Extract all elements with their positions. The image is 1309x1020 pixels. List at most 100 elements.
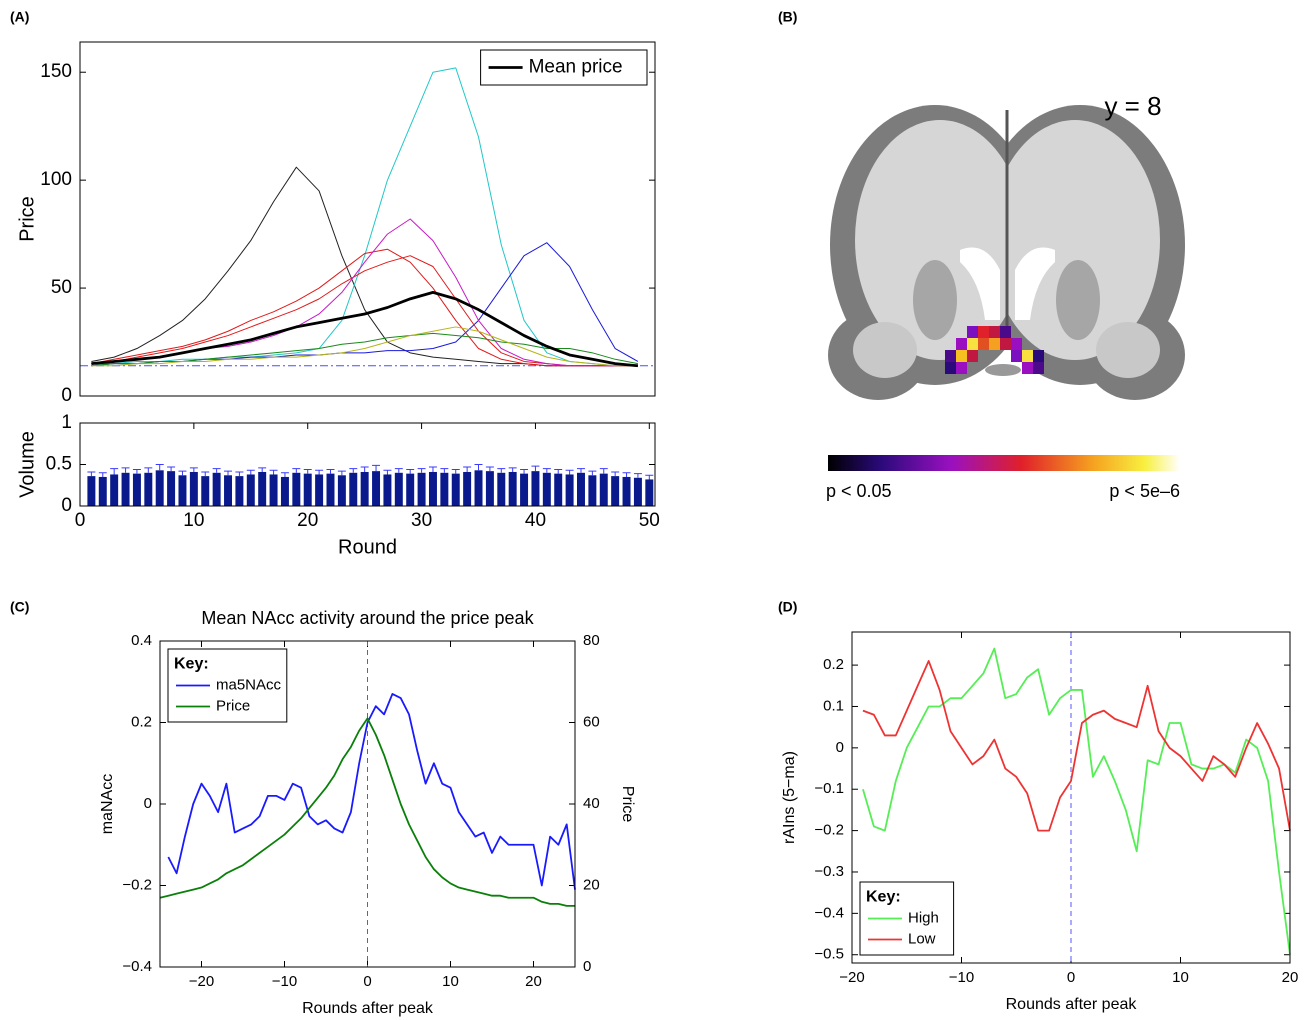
y-tick-label: 100 bbox=[40, 169, 72, 190]
y-tick-label: 1 bbox=[61, 412, 72, 433]
bar bbox=[304, 474, 312, 506]
voxel bbox=[956, 338, 967, 350]
voxel bbox=[956, 362, 967, 374]
bar bbox=[372, 471, 380, 506]
bar bbox=[566, 474, 574, 506]
bar bbox=[338, 475, 346, 506]
y-axis-label: Price bbox=[16, 196, 38, 242]
bar bbox=[270, 474, 278, 506]
white-matter bbox=[853, 322, 917, 378]
colorbar-min-label: p < 0.05 bbox=[826, 481, 892, 501]
bar bbox=[383, 474, 391, 506]
x-tick-label: −10 bbox=[272, 973, 297, 990]
x-tick-label: −20 bbox=[189, 973, 214, 990]
bar bbox=[235, 476, 243, 506]
y-tick-label: 0.4 bbox=[131, 632, 152, 649]
voxel bbox=[1000, 326, 1011, 338]
legend-label: Mean price bbox=[529, 57, 623, 78]
panel-label: (B) bbox=[778, 9, 797, 25]
x-tick-label: 10 bbox=[442, 973, 459, 990]
voxel bbox=[967, 350, 978, 362]
y2-tick-label: 40 bbox=[583, 795, 600, 812]
bar bbox=[361, 472, 369, 506]
y-tick-label: 0.2 bbox=[823, 656, 844, 673]
bar bbox=[349, 473, 357, 506]
bar bbox=[497, 473, 505, 506]
y-tick-label: 0.1 bbox=[823, 697, 844, 714]
x-tick-label: 0 bbox=[75, 510, 86, 531]
bar bbox=[611, 476, 619, 506]
figure: (B) y = 8 p < 0.05 p < 5e–6 (A)050100150… bbox=[0, 0, 1309, 1020]
y-tick-label: 0.2 bbox=[131, 713, 152, 730]
voxel bbox=[967, 326, 978, 338]
y-tick-label: 150 bbox=[40, 61, 72, 82]
x-tick-label: 30 bbox=[411, 510, 432, 531]
bar bbox=[554, 474, 562, 506]
bar bbox=[623, 477, 631, 506]
bar bbox=[292, 473, 300, 506]
voxel bbox=[1011, 350, 1022, 362]
x-tick-label: −10 bbox=[949, 969, 974, 986]
y-tick-label: 0 bbox=[61, 385, 72, 406]
basal-ganglia bbox=[1056, 260, 1100, 340]
legend-title: Key: bbox=[866, 889, 901, 906]
x-axis-label: Rounds after peak bbox=[1006, 996, 1138, 1013]
y2-tick-label: 0 bbox=[583, 958, 591, 975]
slice-label: y = 8 bbox=[1104, 91, 1161, 121]
voxel bbox=[1033, 362, 1044, 374]
optic-chiasm bbox=[985, 364, 1021, 376]
bar bbox=[463, 472, 471, 506]
bar bbox=[452, 474, 460, 506]
y2-axis-label: Price bbox=[619, 786, 636, 823]
y-axis-label: maNAcc bbox=[99, 774, 116, 834]
y-tick-label: 50 bbox=[51, 277, 72, 298]
bar bbox=[87, 476, 95, 506]
colorbar-max-label: p < 5e–6 bbox=[1109, 481, 1180, 501]
bar bbox=[588, 475, 596, 506]
bar bbox=[440, 473, 448, 506]
y-axis-label: Volume bbox=[16, 431, 38, 498]
y2-tick-label: 60 bbox=[583, 713, 600, 730]
y-tick-label: −0.2 bbox=[814, 822, 844, 839]
voxel bbox=[989, 326, 1000, 338]
x-axis-label: Round bbox=[338, 536, 397, 558]
panel-label: (C) bbox=[10, 599, 29, 615]
legend-label: Low bbox=[908, 930, 936, 947]
y-tick-label: −0.5 bbox=[814, 946, 844, 963]
basal-ganglia bbox=[913, 260, 957, 340]
voxel bbox=[967, 338, 978, 350]
x-tick-label: 0 bbox=[363, 973, 371, 990]
bar bbox=[110, 474, 118, 506]
y-tick-label: −0.1 bbox=[814, 780, 844, 797]
y-tick-label: −0.3 bbox=[814, 863, 844, 880]
bar bbox=[520, 474, 528, 506]
chart-title: Mean NAcc activity around the price peak bbox=[201, 608, 534, 628]
y-tick-label: −0.2 bbox=[122, 876, 152, 893]
bar bbox=[167, 471, 175, 506]
bar bbox=[418, 473, 426, 506]
voxel bbox=[1022, 350, 1033, 362]
bar bbox=[247, 474, 255, 506]
voxel bbox=[989, 338, 1000, 350]
voxel bbox=[945, 350, 956, 362]
voxel bbox=[1011, 338, 1022, 350]
voxel bbox=[1000, 338, 1011, 350]
y2-tick-label: 80 bbox=[583, 632, 600, 649]
voxel bbox=[956, 350, 967, 362]
bar bbox=[281, 477, 289, 506]
bar bbox=[224, 475, 232, 506]
bar bbox=[156, 470, 164, 506]
bar bbox=[258, 472, 266, 506]
voxel bbox=[978, 338, 989, 350]
y-tick-label: 0 bbox=[836, 739, 844, 756]
bar bbox=[99, 477, 107, 506]
bar bbox=[144, 473, 152, 506]
panel-label: (A) bbox=[10, 9, 29, 25]
y2-tick-label: 20 bbox=[583, 876, 600, 893]
bar bbox=[429, 472, 437, 506]
voxel bbox=[1022, 362, 1033, 374]
y-tick-label: 0 bbox=[144, 795, 152, 812]
white-matter bbox=[1096, 322, 1160, 378]
y-tick-label: −0.4 bbox=[122, 958, 152, 975]
voxel bbox=[1033, 350, 1044, 362]
